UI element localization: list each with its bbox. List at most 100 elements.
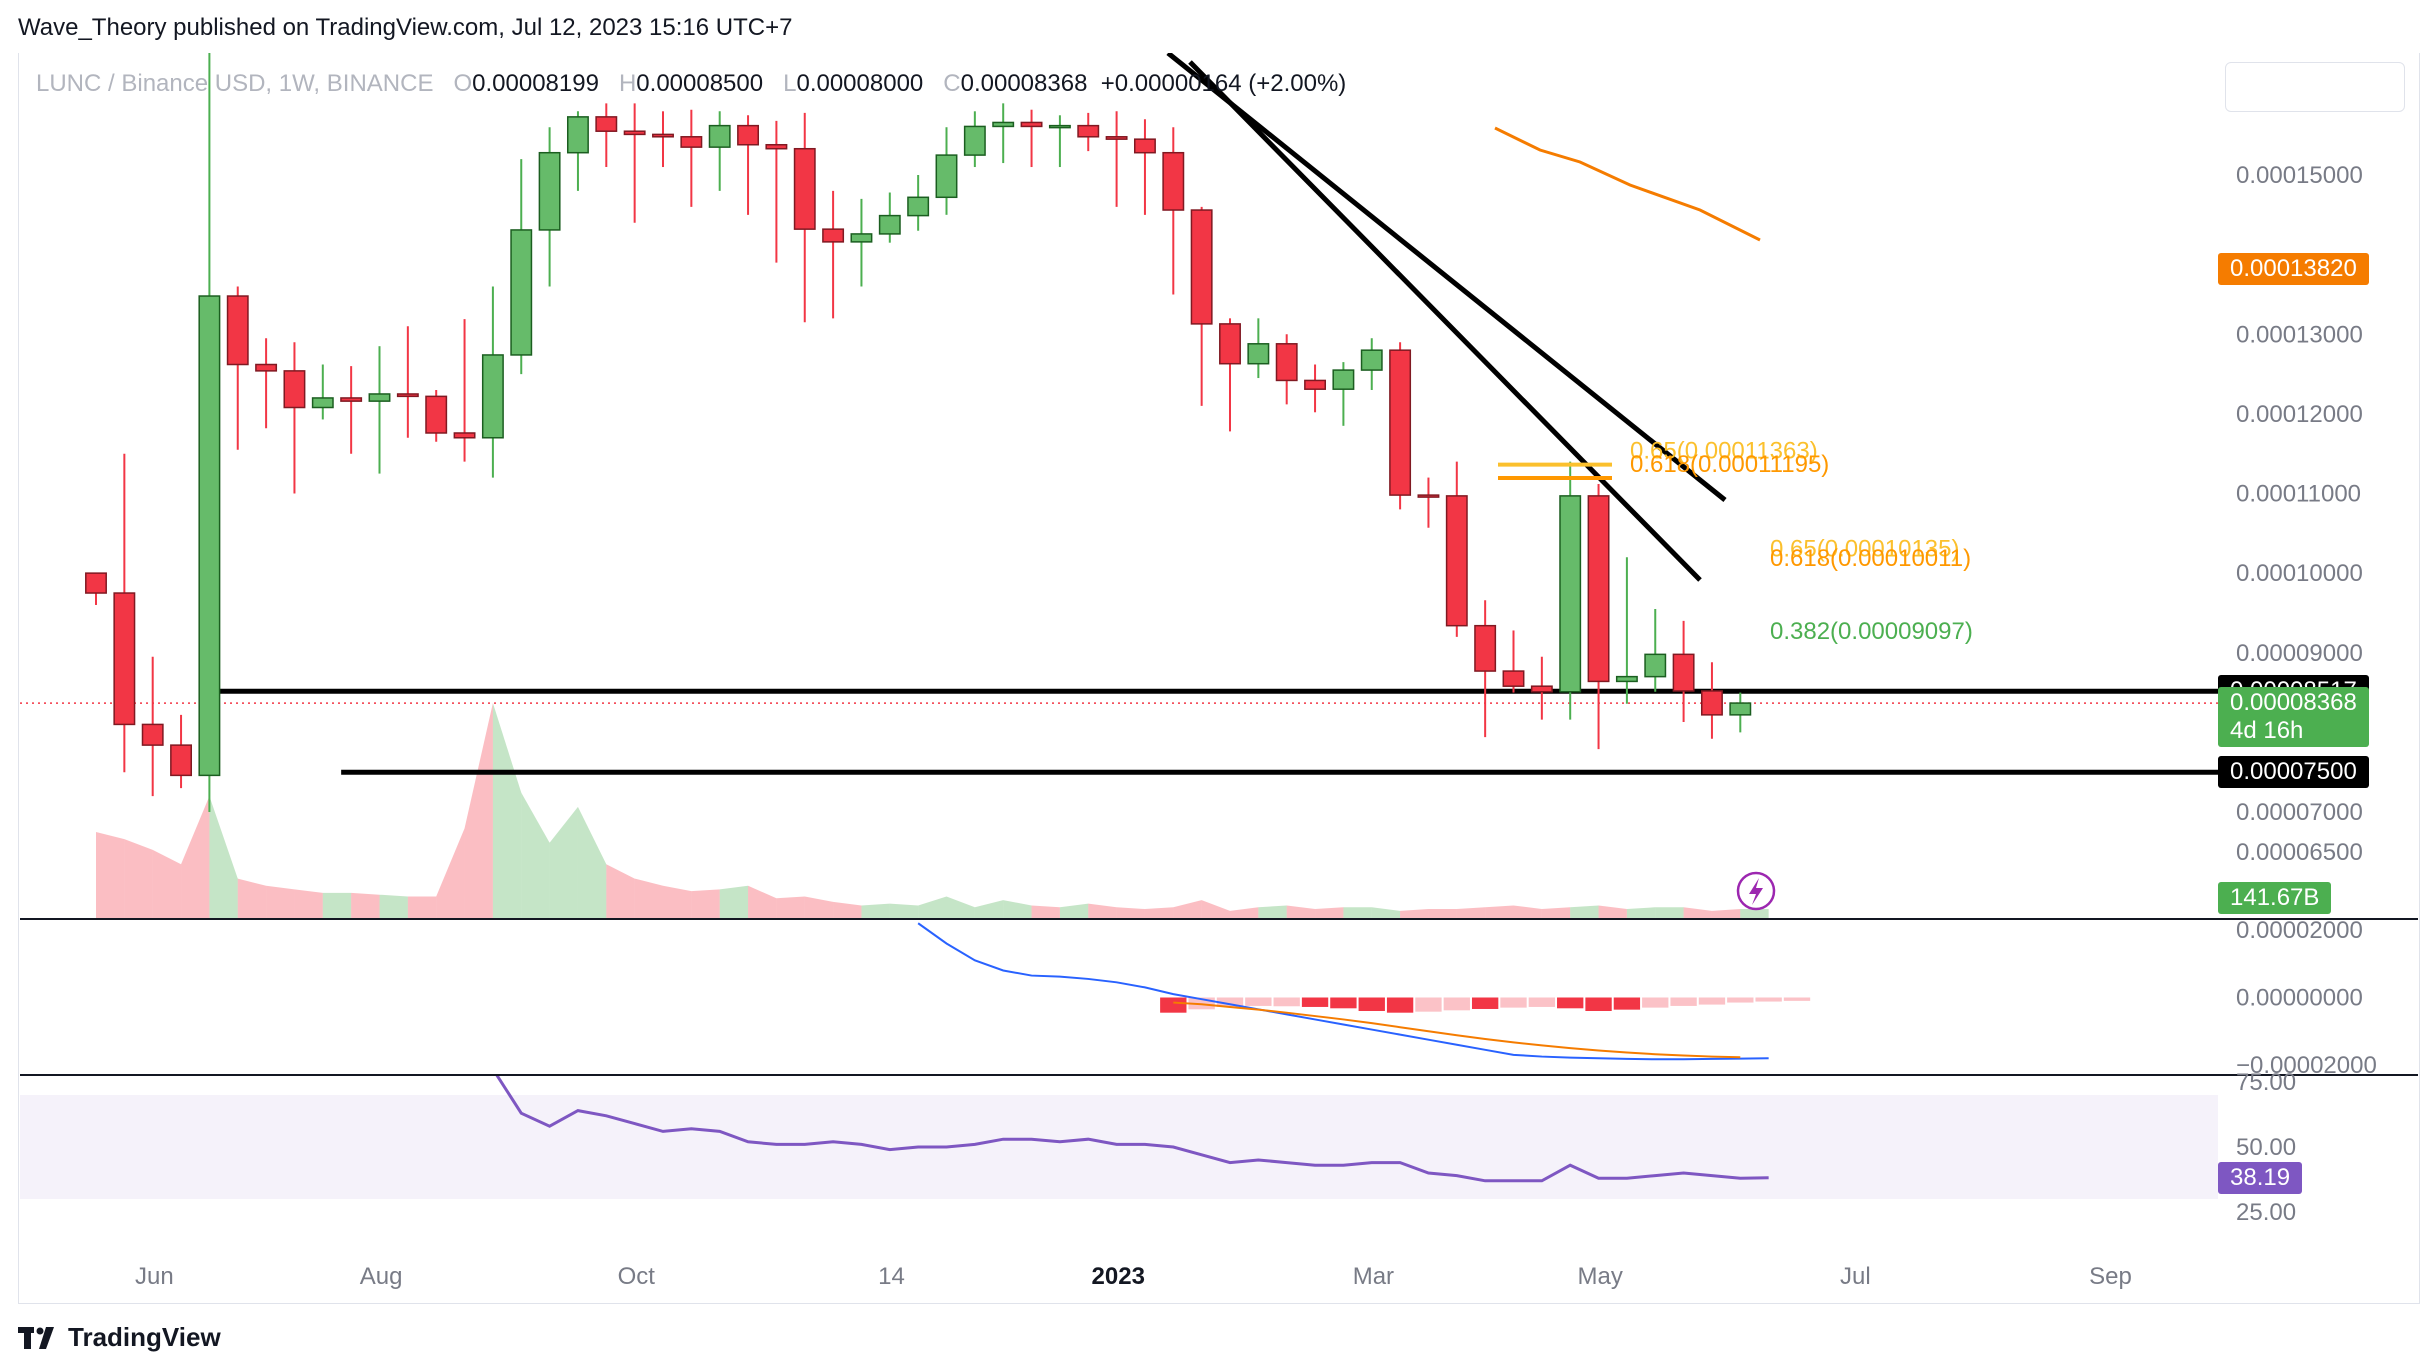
candle-body [1105, 136, 1128, 140]
candle-body [1219, 323, 1241, 365]
close-label: C [943, 70, 961, 97]
candle-body [1474, 624, 1497, 672]
volume-area [152, 849, 182, 918]
price-axis-tick: 0.00007000 [2236, 799, 2363, 826]
footer-brand[interactable]: TradingView [18, 1322, 221, 1353]
volume-area [861, 903, 890, 918]
macd-histogram-bar [1245, 997, 1272, 1006]
macd-axis-tick: 0.00000000 [2236, 985, 2363, 1012]
rsi-axis-tick: 75.00 [2236, 1069, 2296, 1096]
volume-area [1144, 907, 1174, 918]
macd-pane [917, 922, 1811, 1061]
time-axis-label: Jun [135, 1263, 174, 1290]
candle-body [1417, 494, 1440, 498]
candle-body [822, 228, 845, 243]
volume-area [1598, 905, 1627, 918]
volume-area [124, 839, 153, 918]
fib-level-label: 0.618(0.00011195) [1630, 451, 1829, 478]
rsi-axis-tick: 50.00 [2236, 1134, 2296, 1161]
trendline [1166, 53, 1727, 502]
candle-body [623, 130, 646, 136]
candle-body [1332, 369, 1355, 390]
rsi-band [20, 1095, 2218, 1199]
chart-frame [18, 53, 2420, 1304]
candles-layer [85, 53, 1752, 812]
volume-area [464, 703, 493, 918]
volume-area [1740, 909, 1769, 918]
volume-area [1485, 905, 1514, 918]
current-price-value: 0.00008368 [2230, 689, 2357, 717]
candle-body [850, 233, 873, 243]
macd-histogram-bar [1216, 997, 1244, 1007]
candle-body [992, 121, 1015, 128]
candle-body [737, 124, 760, 146]
candle-body [510, 229, 533, 356]
volume-area [96, 832, 125, 918]
volume-tag: 141.67B [2218, 882, 2332, 914]
candle-body [311, 397, 334, 409]
axis-labels: 0.00015000 0.00013000 0.00012000 0.00011000… [20, 162, 2418, 1290]
candle-body [170, 744, 193, 777]
macd-histogram-bar [1273, 997, 1300, 1007]
macd-histogram-bar [1500, 997, 1527, 1008]
macd-histogram-bar [1443, 997, 1470, 1011]
volume-area [1031, 905, 1060, 918]
candle-body [878, 214, 901, 235]
candle-body [113, 592, 136, 726]
volume-area [1258, 905, 1287, 918]
candle-body [1077, 124, 1100, 138]
fib-level-label: 0.618(0.00010011) [1770, 545, 1971, 572]
volume-area [1059, 903, 1089, 918]
candle-body [935, 154, 958, 199]
candle-body [1644, 653, 1667, 678]
candle-body [1360, 349, 1383, 371]
candle-body [652, 133, 674, 138]
volume-area [1173, 900, 1202, 918]
volume-area [209, 796, 238, 918]
volume-area [1116, 907, 1145, 918]
volume-area [1003, 900, 1032, 918]
volume-area [379, 894, 408, 918]
alert-lightning-icon [1736, 871, 1776, 911]
tradingview-logo-icon [18, 1325, 60, 1351]
rsi-line [495, 1076, 1769, 1183]
symbol-name[interactable]: LUNC / Binance USD, 1W, BINANCE [36, 70, 434, 97]
volume-area [1683, 907, 1712, 918]
volume-area [606, 864, 635, 918]
time-axis-label: Jul [1840, 1263, 1871, 1290]
fib-level-label: 0.382(0.00009097) [1770, 618, 1973, 645]
rsi-pane [20, 1076, 2218, 1199]
candle-body [963, 125, 986, 156]
volume-layer [96, 703, 1769, 918]
candle-body [1020, 121, 1043, 128]
price-axis-tick: 0.00011000 [2236, 481, 2361, 508]
volume-area [974, 900, 1004, 918]
volume-area [1428, 909, 1457, 918]
price-axis-tick: 0.00010000 [2236, 560, 2363, 587]
macd-axis-tick: −0.00002000 [2236, 1052, 2377, 1079]
indicator-search-box[interactable] [2225, 62, 2405, 112]
price-tag: 0.00013820 [2218, 252, 2369, 285]
candle-body [1615, 675, 1638, 683]
candle-body [198, 295, 221, 777]
macd-histogram-bar [1642, 997, 1669, 1008]
candle-body [1389, 349, 1412, 496]
candle-body [1304, 379, 1327, 390]
volume-area [407, 896, 437, 918]
volume-area [918, 896, 947, 918]
macd-histogram-bar [1698, 997, 1726, 1005]
volume-area [1570, 905, 1599, 918]
candle-body [1729, 702, 1752, 716]
price-axis-tick: 0.00006500 [2236, 839, 2363, 866]
time-axis-label: 14 [878, 1263, 905, 1290]
candle-body [765, 143, 788, 150]
time-axis-label: Mar [1353, 1263, 1394, 1290]
candle-body [1530, 685, 1553, 693]
volume-area [181, 796, 210, 918]
fib-level-label: 0.65(0.00010135) [1770, 535, 1960, 562]
high-value: 0.00008500 [636, 70, 764, 97]
candle-body [283, 370, 306, 409]
overlay-lines: 0.65(0.00011363)0.618(0.00011195) 0.65(0.… [1166, 53, 1973, 911]
candle-body [1247, 343, 1270, 365]
